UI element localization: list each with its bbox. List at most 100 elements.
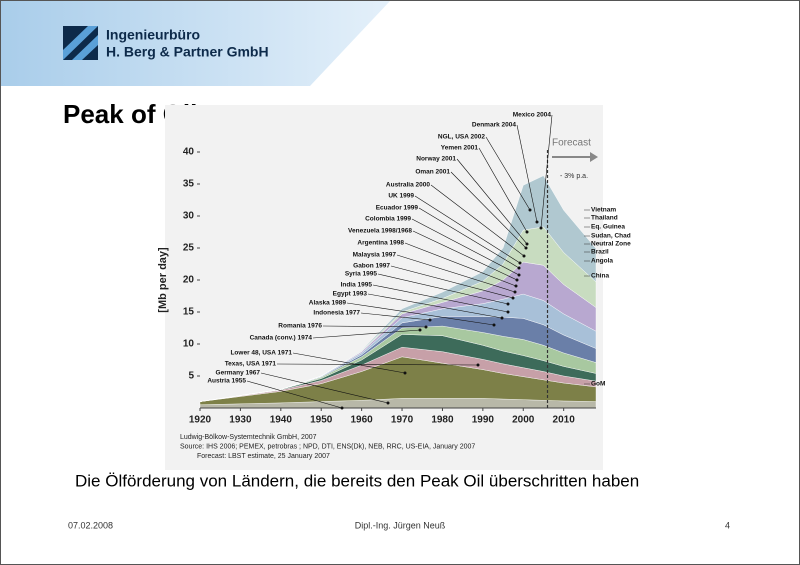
right-label: Thailand bbox=[591, 215, 618, 222]
peak-label: Argentina 1998 bbox=[357, 240, 404, 247]
leader-line bbox=[360, 312, 431, 321]
peak-label: Venezuela 1998/1968 bbox=[348, 228, 412, 235]
right-label: Eq. Guinea bbox=[591, 224, 625, 231]
right-label: Angola bbox=[591, 258, 613, 265]
peak-dot bbox=[539, 226, 543, 230]
leader-line bbox=[485, 136, 531, 211]
x-tick-label: 2010 bbox=[553, 415, 576, 426]
peak-label: India 1995 bbox=[341, 282, 373, 289]
source-line: Source: IHS 2006; PEMEX, petrobras ; NPD… bbox=[180, 443, 475, 450]
peak-dot bbox=[522, 254, 526, 258]
forecast-arrow bbox=[552, 152, 598, 162]
leader-line bbox=[412, 230, 518, 281]
source-line: Forecast: LBST estimate, 25 January 2007 bbox=[197, 453, 330, 460]
peak-label: Egypt 1993 bbox=[333, 291, 368, 298]
leader-line bbox=[372, 284, 509, 313]
chart: 1920 1930 1940 1950 1960 1970 1980 1990 2000 2010… bbox=[157, 112, 631, 460]
x-tick-label: 1940 bbox=[270, 415, 293, 426]
source-line: Ludwig-Bölkow-Systemtechnik GmbH, 2007 bbox=[180, 434, 317, 441]
peak-dot bbox=[492, 323, 496, 327]
peak-label: NGL, USA 2002 bbox=[438, 134, 485, 141]
peak-dot bbox=[517, 266, 521, 270]
header-band bbox=[1, 1, 390, 86]
peak-label: Denmark 2004 bbox=[472, 122, 516, 129]
x-tick-label: 2000 bbox=[512, 415, 535, 426]
y-tick-label: 35 bbox=[183, 179, 195, 190]
leader-line bbox=[414, 195, 521, 264]
peak-dot bbox=[513, 290, 517, 294]
peak-dot bbox=[506, 310, 510, 314]
peak-label: Yemen 2001 bbox=[441, 145, 479, 152]
peak-label: UK 1999 bbox=[388, 193, 414, 200]
footer-author: Dipl.-Ing. Jürgen Neuß bbox=[355, 520, 446, 530]
peak-dot bbox=[500, 316, 504, 320]
leader-line bbox=[540, 114, 553, 229]
peak-label: Ecuador 1999 bbox=[376, 205, 419, 212]
leader-line bbox=[404, 242, 517, 287]
leader-line bbox=[367, 293, 503, 319]
peak-dot bbox=[386, 401, 390, 405]
logo bbox=[63, 26, 98, 60]
peak-dot bbox=[476, 363, 480, 367]
peak-label: Colombia 1999 bbox=[365, 216, 411, 223]
peak-dot bbox=[517, 273, 521, 277]
caption: Die Ölförderung von Ländern, die bereits… bbox=[75, 471, 639, 490]
peak-dot bbox=[515, 278, 519, 282]
leader-line bbox=[322, 325, 427, 328]
y-tick-label: 20 bbox=[183, 275, 195, 286]
leader-line bbox=[430, 184, 525, 257]
right-label: China bbox=[591, 273, 609, 280]
leader-line bbox=[396, 254, 516, 293]
y-tick-label: 10 bbox=[183, 339, 195, 350]
peak-label: Texas, USA 1971 bbox=[225, 361, 277, 368]
leader-line bbox=[377, 273, 509, 305]
footer-date: 07.02.2008 bbox=[68, 520, 113, 530]
peak-label: Gabon 1997 bbox=[353, 263, 390, 270]
leader-line bbox=[246, 380, 343, 409]
leader-line bbox=[456, 158, 528, 245]
leader-line bbox=[390, 265, 514, 299]
leader-line bbox=[292, 352, 406, 374]
peak-dot bbox=[514, 284, 518, 288]
peak-dot bbox=[418, 328, 422, 332]
leader-line bbox=[276, 363, 479, 366]
right-label: Neutral Zone bbox=[591, 241, 631, 248]
peak-dot bbox=[340, 406, 344, 410]
y-tick-label: 15 bbox=[183, 307, 195, 318]
peak-label: Malaysia 1997 bbox=[353, 252, 397, 259]
peak-dot bbox=[525, 230, 529, 234]
company-line2: H. Berg & Partner GmbH bbox=[106, 44, 269, 60]
leader-line bbox=[411, 218, 520, 276]
leader-line bbox=[516, 124, 538, 223]
leader-line bbox=[260, 372, 389, 404]
y-tick-label: 30 bbox=[183, 211, 195, 222]
x-tick-label: 1970 bbox=[391, 415, 414, 426]
area-layer bbox=[199, 175, 597, 402]
peak-label: Australia 2000 bbox=[386, 182, 430, 189]
x-tick-label: 1980 bbox=[431, 415, 454, 426]
leader-line bbox=[450, 171, 527, 249]
peak-dot bbox=[428, 318, 432, 322]
forecast-rate: - 3% p.a. bbox=[560, 173, 588, 180]
peak-dot bbox=[525, 242, 529, 246]
peak-label: Canada (conv.) 1974 bbox=[250, 335, 313, 342]
peak-label: Romania 1976 bbox=[278, 323, 322, 330]
right-label: Brazil bbox=[591, 249, 609, 256]
x-tick-label: 1990 bbox=[472, 415, 495, 426]
right-label: Sudan, Chad bbox=[591, 233, 631, 240]
peak-label: Norway 2001 bbox=[416, 156, 456, 163]
x-tick-label: 1930 bbox=[229, 415, 252, 426]
peak-label: Alaska 1989 bbox=[309, 300, 347, 307]
x-tick-label: 1920 bbox=[189, 415, 212, 426]
y-tick-label: 5 bbox=[188, 371, 194, 382]
peak-dot bbox=[524, 246, 528, 250]
peak-label: Austria 1955 bbox=[207, 378, 246, 385]
forecast-label: Forecast bbox=[552, 138, 591, 149]
peak-label: Germany 1967 bbox=[216, 370, 261, 377]
y-axis-label: [Mb per day] bbox=[157, 247, 169, 313]
peak-label: Oman 2001 bbox=[415, 169, 450, 176]
x-tick-label: 1950 bbox=[310, 415, 333, 426]
peak-dot bbox=[424, 325, 428, 329]
peak-label: Lower 48, USA 1971 bbox=[230, 350, 292, 357]
